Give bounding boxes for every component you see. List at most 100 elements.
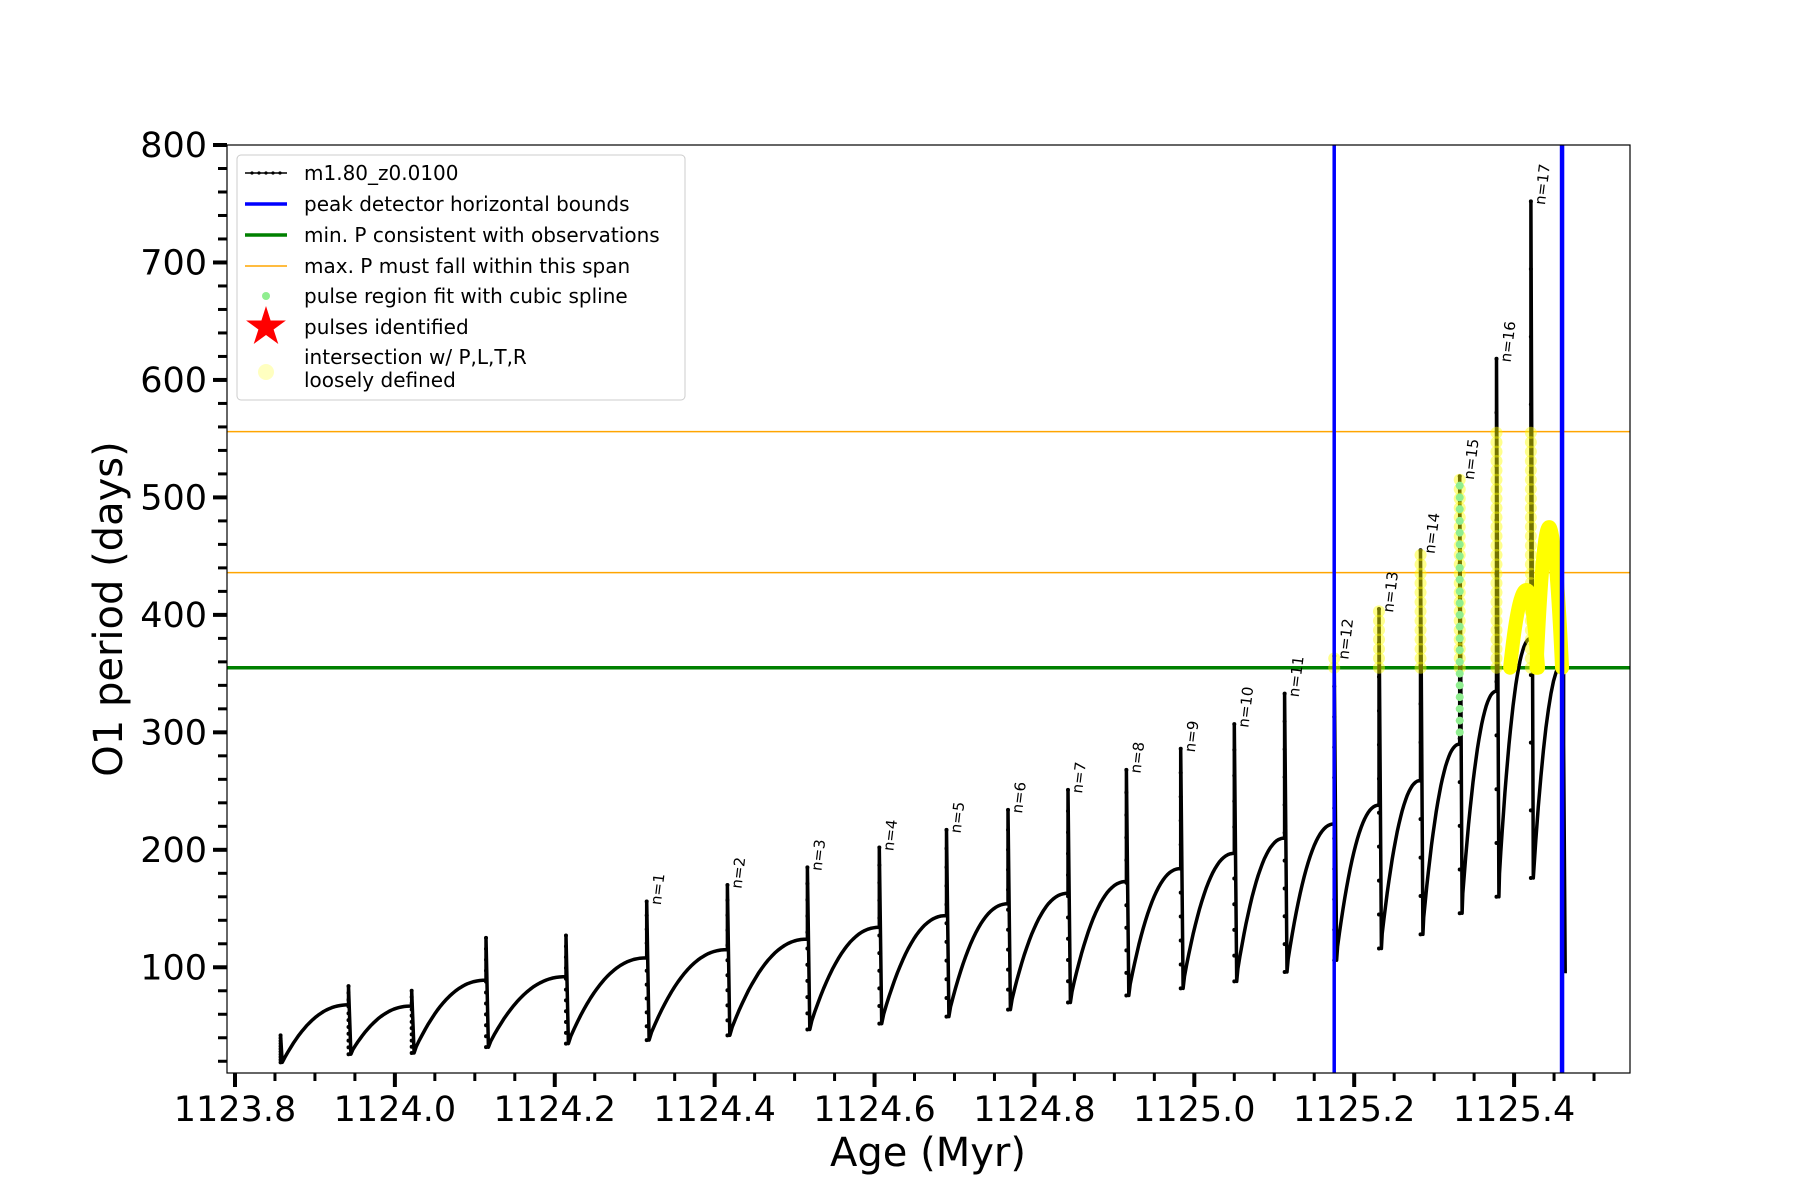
y-tick-label: 400	[140, 596, 207, 636]
legend-label-series: m1.80_z0.0100	[304, 161, 459, 185]
series-point	[346, 1031, 351, 1036]
intersection-marker	[1490, 436, 1503, 449]
series-point	[563, 1030, 568, 1035]
intersection-marker	[1414, 595, 1427, 608]
spline-marker	[1455, 575, 1464, 584]
series-point	[1457, 736, 1462, 741]
series-point	[484, 1045, 489, 1050]
series-point	[1282, 747, 1287, 752]
series-point	[1178, 938, 1183, 943]
series-point	[877, 986, 882, 991]
pulse-label: n=7	[1068, 761, 1090, 795]
series-point	[1124, 993, 1129, 998]
intersection-marker	[1372, 633, 1385, 646]
series-point	[944, 939, 949, 944]
spline-marker	[1455, 693, 1464, 702]
legend-entry-intersection: intersection w/ P,L,T,R loosely defined	[258, 345, 527, 392]
legend-entry-max-span: max. P must fall within this span	[245, 254, 630, 278]
series-point	[644, 982, 649, 987]
series-point	[1066, 830, 1071, 835]
series-point	[644, 1024, 649, 1029]
series-point	[409, 1038, 414, 1043]
series-point	[877, 915, 882, 920]
series-point	[1178, 866, 1183, 871]
spline-marker	[1455, 552, 1464, 561]
series-point	[1376, 674, 1381, 679]
series-point	[1124, 835, 1129, 840]
series-point	[1178, 746, 1183, 751]
series-point	[1006, 867, 1011, 872]
series-point	[877, 863, 882, 868]
spline-marker	[1455, 704, 1464, 713]
y-axis-label: O1 period (days)	[86, 441, 132, 776]
intersection-marker	[1414, 652, 1427, 665]
pulse-label: n=8	[1127, 741, 1149, 775]
series-point	[805, 978, 810, 983]
series-point	[1376, 878, 1381, 883]
series-point	[805, 914, 810, 919]
series-point	[1376, 946, 1381, 951]
series-point	[409, 1007, 414, 1012]
spline-marker	[1455, 657, 1464, 666]
intersection-marker	[1453, 567, 1466, 580]
intersection-marker	[1490, 492, 1503, 505]
series-point	[877, 880, 882, 885]
series-point	[1066, 809, 1071, 814]
series-point	[1528, 673, 1533, 678]
series-point	[644, 996, 649, 1001]
series-point	[877, 1004, 882, 1009]
intersection-marker	[1490, 614, 1503, 627]
series-point	[1494, 410, 1499, 415]
series-point	[1376, 607, 1381, 611]
legend-entry-min-p: min. P consistent with observations	[245, 223, 660, 247]
intersection-marker	[1524, 548, 1537, 561]
series-point	[1282, 802, 1287, 807]
series-point	[1232, 825, 1237, 830]
series-point	[644, 1010, 649, 1015]
series-point	[944, 865, 949, 870]
series-point	[484, 979, 489, 984]
intersection-marker	[1524, 492, 1537, 505]
legend-label-spline: pulse region fit with cubic spline	[304, 284, 628, 308]
series-point	[1418, 855, 1423, 860]
intersection-marker	[1524, 454, 1537, 467]
spline-marker	[1455, 610, 1464, 619]
series-point	[563, 1020, 568, 1025]
series-point	[877, 1021, 882, 1026]
series-point	[805, 1027, 810, 1032]
series-point	[1528, 267, 1533, 272]
series-point	[1124, 880, 1129, 885]
series-point	[644, 913, 649, 918]
series-point	[1494, 787, 1499, 792]
series-point	[1282, 858, 1287, 863]
series-point	[877, 951, 882, 956]
series-point	[1232, 799, 1237, 804]
series-point	[563, 933, 568, 938]
series-point	[644, 968, 649, 973]
plot-frame	[226, 144, 1631, 1074]
series-point	[725, 988, 730, 993]
intersection-marker	[1490, 426, 1503, 439]
series-point	[877, 968, 882, 973]
series-point	[563, 955, 568, 960]
series-point	[409, 1051, 414, 1056]
legend-entry-spline: pulse region fit with cubic spline	[262, 284, 628, 308]
pulse-label: n=10	[1234, 686, 1257, 729]
series-point	[484, 946, 489, 951]
series-point	[805, 930, 810, 935]
series-point	[944, 995, 949, 1000]
series-point	[1282, 830, 1287, 835]
series-point	[1066, 936, 1071, 941]
intersection-marker	[1490, 595, 1503, 608]
series-point	[346, 990, 351, 995]
series-point	[409, 1026, 414, 1031]
series-point	[1418, 586, 1423, 591]
pulse-label: n=13	[1379, 570, 1402, 613]
series-point	[1232, 773, 1237, 778]
intersection-marker	[1372, 614, 1385, 627]
series-point	[1282, 914, 1287, 919]
spline-marker	[1455, 516, 1464, 525]
legend-label-bounds: peak detector horizontal bounds	[304, 192, 630, 216]
series-point	[1494, 733, 1499, 738]
series-point	[1066, 894, 1071, 899]
